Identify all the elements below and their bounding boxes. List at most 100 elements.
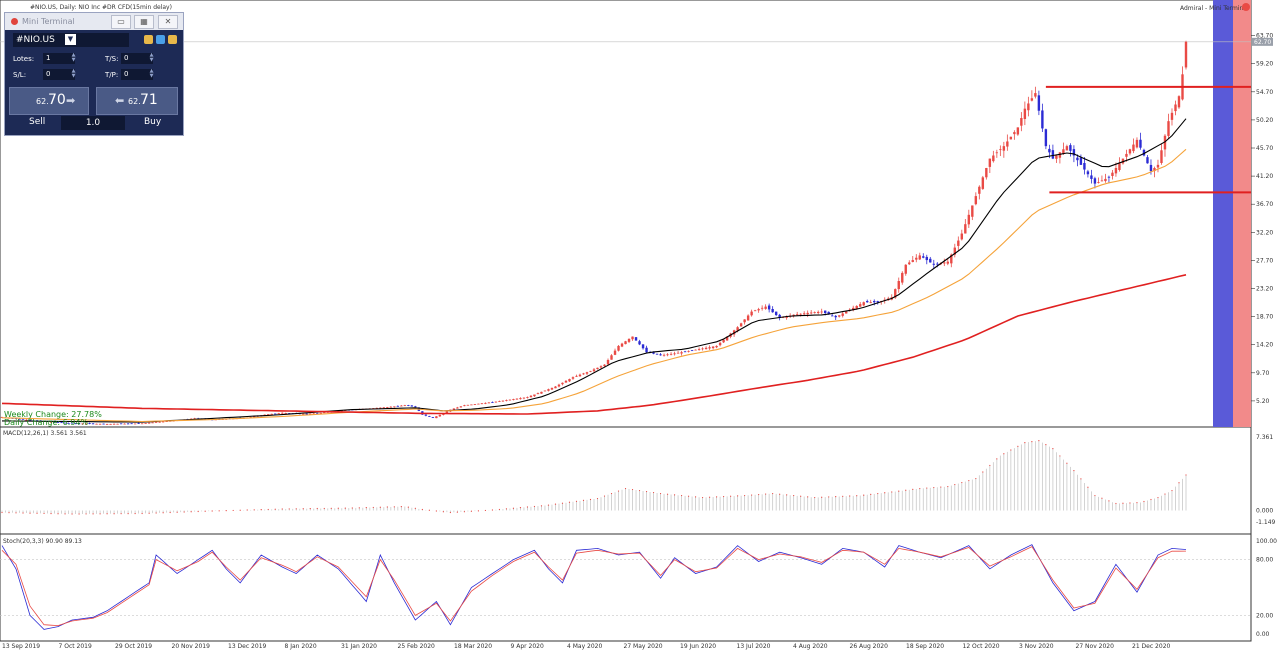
candle-body [627,338,631,342]
candle-body [908,262,911,265]
macd-signal-point [968,479,970,482]
lots-input[interactable]: 1 [43,53,75,64]
x-tick-label: 31 Jan 2020 [341,643,377,650]
candle-body [463,405,466,407]
sell-price-button[interactable]: 62. 70 ➡ [9,87,89,115]
macd-signal-point [596,497,599,500]
macd-signal-point [666,493,669,495]
candle-body [676,352,680,354]
macd-signal-point [989,464,991,467]
chevron-down-icon[interactable]: ▼ [65,34,76,45]
candle-body [809,312,813,314]
macd-signal-point [372,506,374,509]
candle-body [267,414,270,416]
macd-signal-point [484,509,487,512]
candle-body [319,412,322,414]
macd-signal-point [982,471,984,473]
sl-stepper[interactable]: ▲ ▼ [71,68,76,79]
lots-stepper[interactable]: ▲ ▼ [71,52,76,63]
macd-signal-point [870,493,872,495]
macd-signal-point [856,495,858,497]
candle-body [158,421,161,423]
x-tick-label: 19 Jun 2020 [680,643,716,650]
mini-terminal-titlebar[interactable]: Mini Terminal ▭ ▦ ✕ [5,13,183,30]
stoch-pane-frame [0,533,1252,642]
candle-body [253,416,256,418]
candle-body [533,394,536,397]
sell-button[interactable]: Sell [29,117,46,127]
candle-body [820,311,823,313]
grid-icon[interactable] [168,35,177,44]
minimize-icon[interactable]: ▭ [111,15,131,29]
tag-icon[interactable] [144,35,153,44]
candle-body [137,423,140,424]
macd-signal-point [800,495,802,497]
candle-body [547,389,550,391]
tp-stepper[interactable]: ▲ ▼ [149,68,154,79]
macd-signal-point [302,508,304,510]
candle-body [746,315,750,321]
macd-signal-point [1185,474,1187,476]
close-icon[interactable] [1242,3,1250,11]
macd-signal-point [849,495,851,497]
mini-terminal-panel[interactable]: Mini Terminal ▭ ▦ ✕ #NIO.US ▼ Lotes: 1 ▲… [4,12,184,136]
candle-body [112,423,116,425]
ts-stepper[interactable]: ▲ ▼ [149,52,154,63]
candle-body [508,399,512,401]
candle-body [1160,150,1163,164]
candle-body [687,350,690,352]
candle-body [435,416,438,419]
candle-body [1125,153,1128,157]
tp-input[interactable]: 0 [121,69,153,80]
candle-body [862,302,865,306]
current-price-tag [1252,37,1273,46]
candle-body [1100,180,1104,182]
candle-body [596,367,599,370]
macd-tick-label: -1.149 [1256,519,1276,526]
macd-signal-point [71,513,73,515]
candle-body [379,407,382,409]
candle-body [981,177,985,189]
ts-input[interactable]: 0 [121,53,153,64]
candle-body [1114,167,1118,174]
candle-body [403,405,407,407]
gear-icon[interactable] [156,35,165,44]
sell-price-small: 62. [36,97,49,106]
y-tick-label: 5.20 [1256,398,1270,405]
candle-body [284,413,287,414]
macd-signal-point [1171,489,1173,492]
candle-body [802,313,806,315]
candle-body [999,149,1002,151]
mini-terminal-title: Mini Terminal [22,17,75,26]
buy-button[interactable]: Buy [144,117,162,127]
macd-signal-point [414,507,416,509]
macd-signal-point [1045,444,1047,446]
y-tick-label: 63.70 [1256,33,1273,40]
buy-price-button[interactable]: ⬅ 62. 71 [96,87,178,115]
quantity-input[interactable]: 1.0 [61,116,125,130]
candle-body [67,422,70,424]
sl-input[interactable]: 0 [43,69,75,80]
macd-signal-point [1101,497,1103,499]
macd-signal-point [344,507,346,509]
candle-body [116,423,119,425]
candle-body [1139,139,1142,148]
macd-signal-point [386,506,388,508]
maximize-icon[interactable]: ▦ [134,15,154,29]
candle-body [1132,144,1135,152]
macd-signal-point [996,458,998,460]
candle-body [1065,146,1069,151]
candle-body [25,419,28,421]
candle-body [827,311,830,315]
candle-body [1009,136,1013,140]
macd-signal-point [295,508,297,510]
macd-signal-point [421,508,423,511]
candle-body [28,420,32,421]
candle-body [659,354,662,356]
close-window-icon[interactable]: ✕ [158,15,178,29]
macd-signal-point [863,494,865,496]
candle-body [922,256,925,258]
candle-body [498,401,501,402]
macd-signal-point [730,495,732,497]
